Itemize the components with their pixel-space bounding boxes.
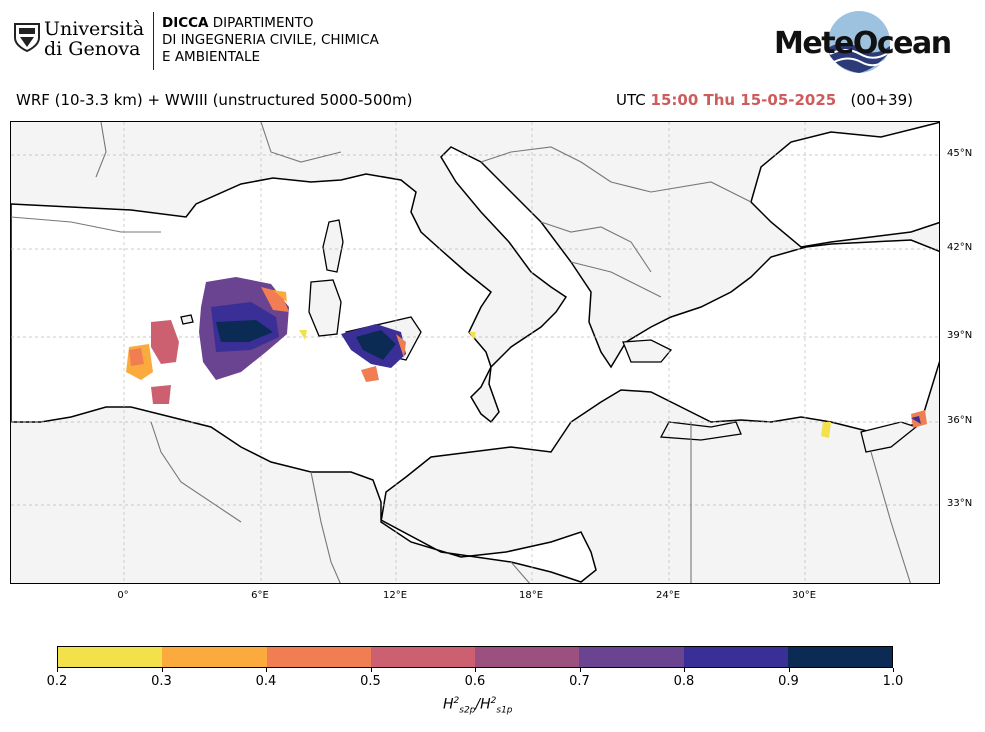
colorbar-segment xyxy=(683,647,788,667)
lon-label-0: 0° xyxy=(117,590,129,601)
label-sub1: s2p xyxy=(459,705,476,716)
department-name: DICCA DIPARTIMENTO DI INGEGNERIA CIVILE,… xyxy=(162,15,379,66)
wave-ratio-field xyxy=(126,277,927,438)
time-prefix: UTC xyxy=(616,91,651,109)
colorbar-tick-mark xyxy=(893,668,894,672)
colorbar-tick-mark xyxy=(266,668,267,672)
lon-label-24e: 24°E xyxy=(655,590,681,601)
colorbar-tick-label: 0.8 xyxy=(673,674,695,689)
map-panel xyxy=(10,121,940,584)
colorbar-label: H2s2p/H2s1p xyxy=(443,696,513,715)
meteocean-globe-icon xyxy=(828,11,890,73)
lon-label-6e: 6°E xyxy=(251,590,269,601)
meteocean-wordmark: MeteOcean xyxy=(774,26,952,61)
label-h2: H xyxy=(480,696,491,713)
lat-label-39: 39°N xyxy=(947,330,973,341)
colorbar-tick-mark xyxy=(370,668,372,672)
department-line3: E AMBIENTALE xyxy=(162,49,261,65)
colorbar-segment xyxy=(162,647,267,667)
colorbar-tick-mark xyxy=(788,668,790,672)
lon-label-18e: 18°E xyxy=(518,590,544,601)
lat-label-33: 33°N xyxy=(947,498,973,509)
lon-label-30e: 30°E xyxy=(791,590,817,601)
label-sub2: s1p xyxy=(496,705,513,716)
colorbar-tick-label: 1.0 xyxy=(882,674,904,689)
colorbar-segment xyxy=(58,647,163,667)
label-sup1: 2 xyxy=(453,696,460,706)
colorbar xyxy=(57,646,893,668)
label-sep: / xyxy=(475,696,481,713)
lat-label-45: 45°N xyxy=(947,148,973,159)
lat-label-42: 42°N xyxy=(947,242,973,253)
colorbar-tick-mark xyxy=(475,668,476,672)
department-acronym: DICCA xyxy=(162,15,209,31)
university-name-line2: di Genova xyxy=(44,38,141,60)
colorbar-tick-label: 0.5 xyxy=(360,674,381,689)
lon-label-12e: 12°E xyxy=(382,590,408,601)
department-line2: DI INGEGNERIA CIVILE, CHIMICA xyxy=(162,32,379,48)
colorbar-segment xyxy=(787,647,892,667)
graticule xyxy=(11,122,939,583)
forecast-time: UTC 15:00 Thu 15-05-2025 (00+39) xyxy=(616,91,913,109)
country-borders xyxy=(11,122,911,583)
colorbar-segment xyxy=(266,647,371,667)
colorbar-tick-label: 0.3 xyxy=(151,674,172,689)
model-label: WRF (10-3.3 km) + WWIII (unstructured 50… xyxy=(16,91,413,109)
colorbar-tick-mark xyxy=(161,668,163,672)
colorbar-tick-mark xyxy=(579,668,581,672)
colorbar-tick-mark xyxy=(57,668,58,672)
unige-logo: Università di Genova xyxy=(14,12,146,60)
department-line1: DIPARTIMENTO xyxy=(208,15,314,31)
colorbar-tick-label: 0.2 xyxy=(46,674,68,689)
colorbar-segment xyxy=(370,647,475,667)
colorbar-tick-label: 0.6 xyxy=(464,674,486,689)
meteocean-logo: MeteOcean xyxy=(772,8,952,76)
colorbar-segment xyxy=(475,647,580,667)
logo-separator xyxy=(153,12,154,70)
lat-label-36: 36°N xyxy=(947,415,973,426)
valid-time: 15:00 Thu 15-05-2025 xyxy=(650,91,837,109)
mediterranean-map xyxy=(11,122,939,583)
label-h1: H xyxy=(443,696,454,713)
unige-shield-icon xyxy=(14,23,40,52)
university-name-line1: Università xyxy=(44,18,145,40)
colorbar-segment xyxy=(579,647,684,667)
colorbar-tick-label: 0.4 xyxy=(255,674,277,689)
lead-time: (00+39) xyxy=(836,91,914,109)
sea-area xyxy=(11,122,939,583)
colorbar-tick-mark xyxy=(684,668,685,672)
colorbar-tick-label: 0.9 xyxy=(778,674,799,689)
colorbar-tick-label: 0.7 xyxy=(569,674,590,689)
label-sup2: 2 xyxy=(490,696,497,706)
